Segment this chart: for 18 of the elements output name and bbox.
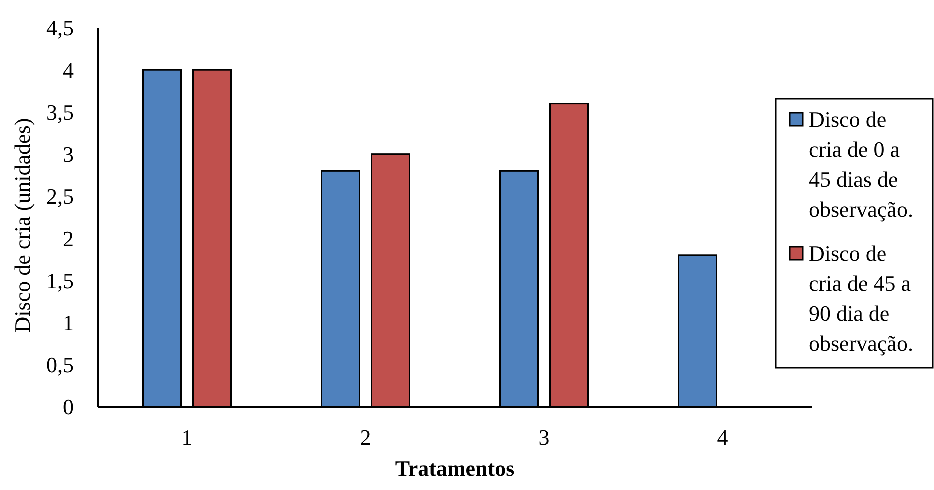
y-tick-label: 3,5 [46, 100, 74, 125]
y-tick-label: 0 [63, 394, 74, 420]
x-tick-label: 4 [717, 425, 728, 450]
y-tick-label: 2,5 [46, 184, 74, 210]
x-tick-label: 3 [538, 425, 550, 450]
y-tick-label: 4 [63, 58, 74, 83]
y-axis-title: Disco de cria (unidades) [10, 118, 35, 333]
y-tick-label: 0,5 [46, 352, 74, 378]
x-tick-label: 2 [360, 425, 372, 450]
y-tick-label: 1 [63, 310, 74, 336]
x-tick-label: 1 [182, 425, 193, 450]
x-axis-title: Tratamentos [395, 456, 516, 481]
legend-label: Disco de cria de 45 a 90 dia de observação. [809, 241, 914, 356]
y-tick-label: 4,5 [46, 16, 74, 41]
legend-label: Disco de cria de 0 a 45 dias de observação. [809, 107, 914, 222]
y-tick-label: 1,5 [46, 268, 74, 294]
y-tick-label: 2 [63, 226, 74, 252]
y-tick-label: 3 [63, 142, 74, 168]
